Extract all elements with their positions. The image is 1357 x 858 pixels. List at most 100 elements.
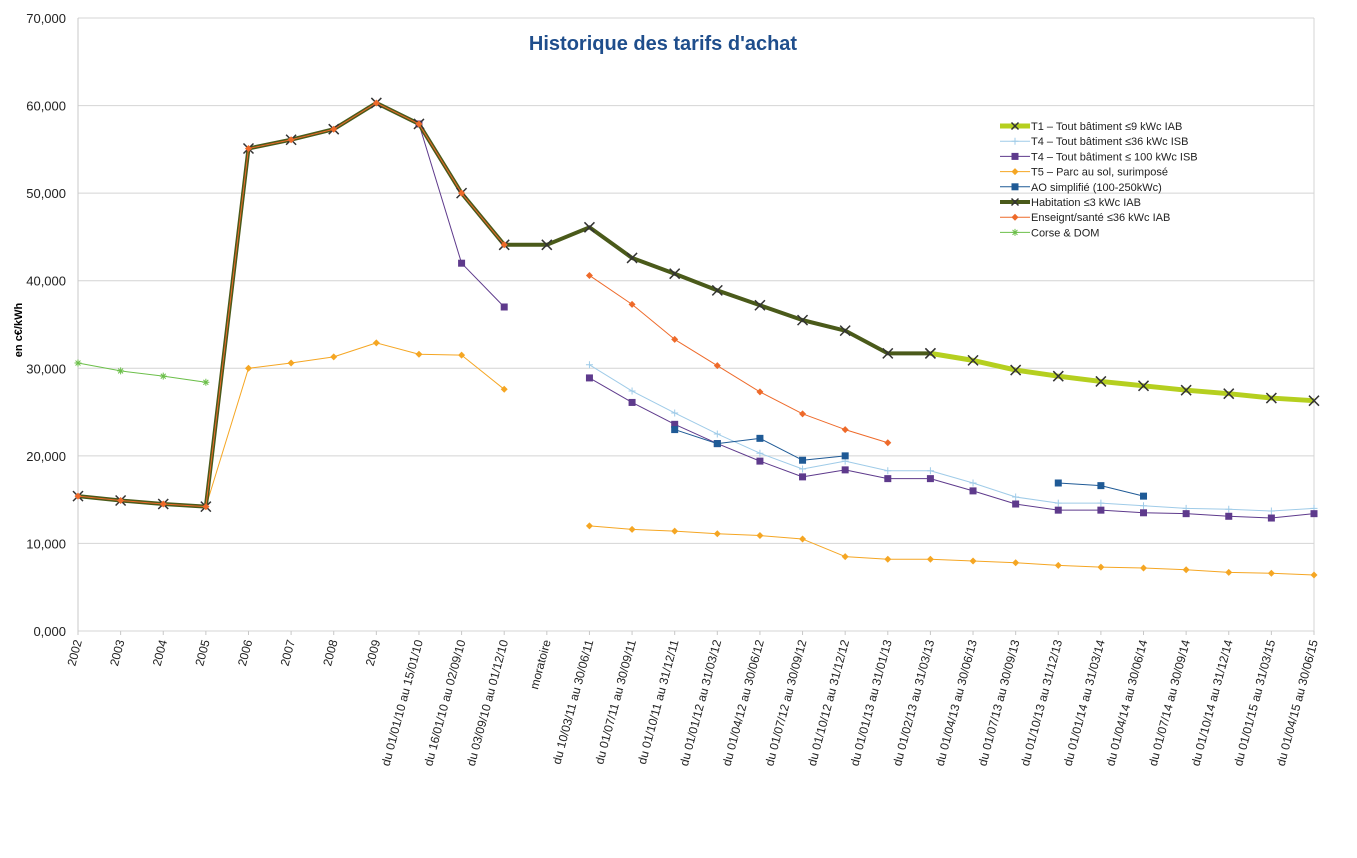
x-tick-label: du 01/01/15 au 31/03/15 (1231, 638, 1278, 768)
x-tick-label: du 03/09/10 au 01/12/10 (464, 638, 511, 768)
data-point (330, 125, 338, 133)
data-point (882, 347, 894, 359)
data-point (1267, 507, 1275, 515)
data-point (626, 252, 638, 264)
data-point (1011, 183, 1019, 191)
data-point (1140, 509, 1148, 517)
legend-label: T5 – Parc au sol, surimposé (1031, 167, 1168, 179)
data-point (628, 525, 636, 533)
data-point (1137, 380, 1150, 392)
y-axis: 0,000 10,000 20,000 30,000 40,000 50,000 60,00… (26, 11, 66, 639)
x-tick-label: du 01/01/14 au 31/03/14 (1061, 638, 1108, 768)
data-point (500, 241, 508, 249)
data-point (839, 325, 851, 337)
y-tick-label: 10,000 (26, 536, 66, 551)
data-point (754, 299, 766, 311)
data-point (74, 492, 82, 500)
data-point (671, 426, 679, 434)
data-point (372, 339, 380, 347)
x-tick-label: du 10/03/11 au 30/06/11 (550, 638, 597, 766)
data-point (841, 452, 849, 460)
data-point (799, 410, 807, 418)
y-tick-label: 70,000 (26, 11, 66, 26)
data-point (202, 378, 210, 386)
data-point (799, 456, 807, 464)
data-point (1010, 121, 1020, 131)
x-tick-label: du 01/07/11 au 30/09/11 (592, 638, 639, 766)
data-point (74, 359, 82, 367)
data-point (926, 467, 934, 475)
series-line (589, 377, 1315, 519)
series-group (72, 97, 1320, 579)
data-point (415, 120, 423, 128)
legend-label: T1 – Tout bâtiment ≤9 kWc IAB (1031, 121, 1182, 133)
data-point (756, 457, 764, 465)
x-tick-label: du 01/10/12 au 31/12/12 (805, 638, 852, 768)
x-tick-label: du 01/02/13 au 31/03/13 (890, 638, 937, 768)
x-tick-label: du 01/10/13 au 31/12/13 (1018, 638, 1065, 768)
data-point (117, 367, 125, 375)
data-point (756, 449, 764, 457)
legend-label: AO simplifié (100-250kWc) (1031, 182, 1162, 194)
x-tick-label: moratoire (527, 638, 554, 691)
data-point (884, 467, 892, 475)
series-2 (415, 120, 1318, 522)
x-tick-label: 2002 (64, 638, 85, 668)
data-point (1140, 502, 1148, 510)
data-point (1011, 213, 1019, 221)
data-point (1011, 137, 1019, 145)
gridlines (77, 17, 1315, 632)
x-tick-label: du 01/04/12 au 30/06/12 (720, 638, 767, 768)
data-point (799, 465, 807, 473)
data-point (884, 475, 892, 483)
data-point (671, 527, 679, 535)
series-4 (671, 426, 1148, 500)
data-point (628, 300, 636, 308)
x-tick-label: du 01/07/14 au 30/09/14 (1146, 638, 1193, 768)
x-tick-label: du 01/01/10 au 15/01/10 (379, 638, 426, 768)
data-point (1267, 514, 1275, 522)
y-axis-label: en c€/kWh (13, 303, 25, 358)
data-point (1310, 571, 1318, 579)
data-point (1140, 564, 1148, 572)
legend-label: T4 – Tout bâtiment ≤ 100 kWc ISB (1031, 151, 1198, 163)
data-point (671, 420, 679, 428)
data-point (1054, 561, 1062, 569)
data-point (797, 314, 809, 326)
data-point (1097, 506, 1105, 514)
data-point (1182, 510, 1190, 518)
data-point (1012, 493, 1020, 501)
series-7 (74, 359, 210, 386)
data-point (1010, 364, 1022, 376)
data-point (500, 385, 508, 393)
data-point (884, 439, 892, 447)
data-point (799, 535, 807, 543)
x-tick-label: 2007 (278, 638, 299, 668)
data-point (969, 479, 977, 487)
data-point (799, 473, 807, 481)
data-point (711, 284, 723, 296)
data-point (1265, 392, 1277, 404)
data-point (1267, 569, 1275, 577)
data-point (1308, 395, 1320, 407)
data-point (628, 398, 636, 406)
y-tick-label: 20,000 (26, 449, 66, 464)
data-point (1054, 479, 1062, 487)
data-point (756, 434, 764, 442)
data-point (713, 362, 721, 370)
x-tick-label: du 01/07/13 au 30/09/13 (975, 638, 1022, 768)
x-tick-label: du 01/04/14 au 30/06/14 (1103, 638, 1150, 768)
data-point (1054, 506, 1062, 514)
data-point (1180, 384, 1192, 396)
x-tick-label: du 01/10/11 au 31/12/11 (635, 638, 682, 766)
data-point (287, 136, 295, 144)
data-point (585, 361, 593, 369)
series-line (77, 102, 505, 508)
data-point (1097, 563, 1105, 571)
series-line (418, 123, 505, 308)
x-tick-label: du 16/01/10 au 02/09/10 (421, 638, 468, 768)
series-line (930, 350, 1315, 404)
y-tick-label: 0,000 (33, 624, 66, 639)
